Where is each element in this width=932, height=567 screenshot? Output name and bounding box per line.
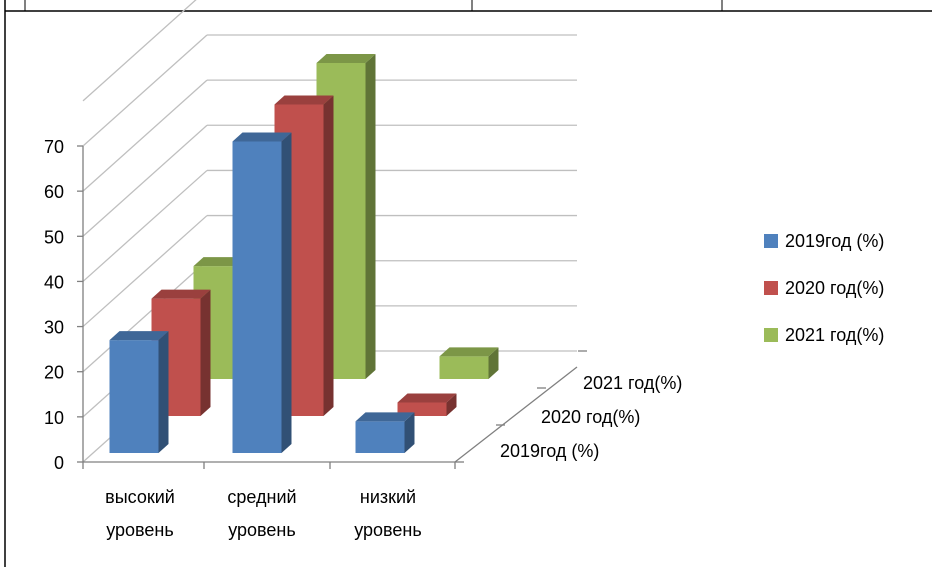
- legend-label: 2020 год(%): [785, 278, 884, 298]
- depth-axis-label: 2020 год(%): [541, 407, 640, 427]
- x-tick-label: уровень: [106, 520, 174, 540]
- bar-top-face: [109, 331, 169, 341]
- depth-axis-label: 2021 год(%): [583, 373, 682, 393]
- bar-top-face: [439, 347, 499, 357]
- bar: [232, 132, 292, 453]
- bar-top-face: [355, 412, 415, 422]
- bar-side-face: [281, 132, 292, 453]
- bar-top-face: [232, 132, 292, 142]
- bar-side-face: [323, 95, 334, 416]
- side-gridline: [82, 34, 208, 147]
- y-tick-label: 40: [44, 272, 64, 292]
- bar-top-face: [316, 54, 376, 63]
- bar-side-face: [158, 331, 169, 453]
- bar-front-face: [439, 356, 489, 379]
- bar-side-face: [404, 412, 415, 453]
- legend-swatch: [764, 234, 778, 248]
- bar-side-face: [200, 289, 211, 416]
- side-gridline: [82, 79, 208, 192]
- side-gridline: [82, 169, 208, 282]
- y-tick-label: 30: [44, 318, 64, 338]
- bar-top-face: [151, 289, 211, 299]
- side-gridline: [82, 0, 197, 102]
- x-axis-labels: высокий уровень средний уровень низкий уровен…: [105, 487, 422, 540]
- legend-label: 2019год (%): [785, 231, 884, 251]
- bar-front-face: [355, 421, 405, 453]
- legend-swatch: [764, 281, 778, 295]
- y-tick-label: 20: [44, 363, 64, 383]
- side-gridline: [82, 260, 208, 373]
- floor-right-edge: [454, 366, 578, 463]
- legend-label: 2021 год(%): [785, 325, 884, 345]
- x-tick-label: низкий: [360, 487, 416, 507]
- y-tick-label: 10: [44, 408, 64, 428]
- bar-side-face: [446, 393, 457, 416]
- legend-swatch: [764, 328, 778, 342]
- legend: 2019год (%) 2020 год(%) 2021 год(%): [764, 231, 884, 345]
- bar-front-face: [109, 340, 159, 453]
- bar-side-face: [488, 347, 499, 379]
- y-tick-label: 60: [44, 182, 64, 202]
- bar-top-face: [397, 393, 457, 403]
- bar: [109, 331, 169, 453]
- y-tick-label: 70: [44, 137, 64, 157]
- bar: [355, 412, 415, 453]
- x-tick-label: уровень: [354, 520, 422, 540]
- x-tick-label: средний: [227, 487, 296, 507]
- side-gridline: [82, 124, 208, 237]
- bar: [439, 347, 499, 379]
- x-tick-label: уровень: [228, 520, 296, 540]
- y-tick-label: 0: [54, 453, 64, 473]
- side-gridline: [82, 215, 208, 328]
- depth-axis-labels: 2021 год(%) 2020 год(%) 2019год (%): [500, 373, 682, 461]
- bars: [109, 54, 499, 453]
- y-axis-ticks: 0 10 20 30 40 50 60 70: [44, 137, 83, 473]
- x-tick-label: высокий: [105, 487, 175, 507]
- bar-side-face: [365, 54, 376, 379]
- axes: [82, 146, 587, 469]
- bar-front-face: [232, 141, 282, 453]
- page-frame: [4, 0, 932, 567]
- y-tick-label: 50: [44, 227, 64, 247]
- depth-axis-label: 2019год (%): [500, 441, 599, 461]
- bar-top-face: [274, 95, 334, 105]
